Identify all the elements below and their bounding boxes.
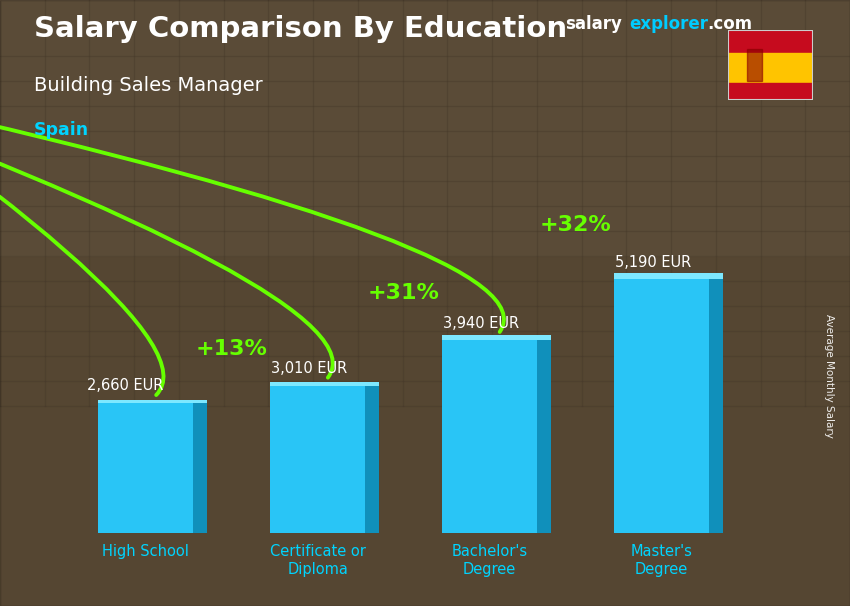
Text: +32%: +32% bbox=[540, 215, 611, 235]
Bar bbox=[442, 340, 537, 533]
Bar bbox=[270, 382, 378, 386]
Text: Building Sales Manager: Building Sales Manager bbox=[34, 76, 263, 95]
Bar bbox=[270, 386, 365, 533]
Bar bbox=[99, 399, 207, 403]
Text: +13%: +13% bbox=[196, 339, 268, 359]
Bar bbox=[747, 50, 762, 81]
Text: .com: .com bbox=[707, 15, 752, 33]
Text: salary: salary bbox=[565, 15, 622, 33]
Bar bbox=[365, 386, 378, 533]
Bar bbox=[0, 0, 850, 256]
Text: 2,660 EUR: 2,660 EUR bbox=[87, 378, 163, 393]
Bar bbox=[615, 279, 709, 533]
Text: Average Monthly Salary: Average Monthly Salary bbox=[824, 314, 834, 438]
Text: 3,940 EUR: 3,940 EUR bbox=[443, 316, 519, 331]
Bar bbox=[442, 335, 551, 340]
Bar bbox=[709, 279, 722, 533]
Text: +31%: +31% bbox=[368, 282, 439, 302]
Bar bbox=[728, 82, 813, 100]
Bar bbox=[537, 340, 551, 533]
Text: explorer: explorer bbox=[629, 15, 708, 33]
Bar bbox=[728, 53, 813, 82]
Bar bbox=[193, 403, 207, 533]
Text: 3,010 EUR: 3,010 EUR bbox=[271, 361, 347, 376]
Text: Spain: Spain bbox=[34, 121, 89, 139]
Bar bbox=[728, 30, 813, 53]
Bar bbox=[99, 403, 193, 533]
Text: Salary Comparison By Education: Salary Comparison By Education bbox=[34, 15, 567, 43]
Bar bbox=[615, 273, 722, 279]
Text: 5,190 EUR: 5,190 EUR bbox=[615, 255, 691, 270]
